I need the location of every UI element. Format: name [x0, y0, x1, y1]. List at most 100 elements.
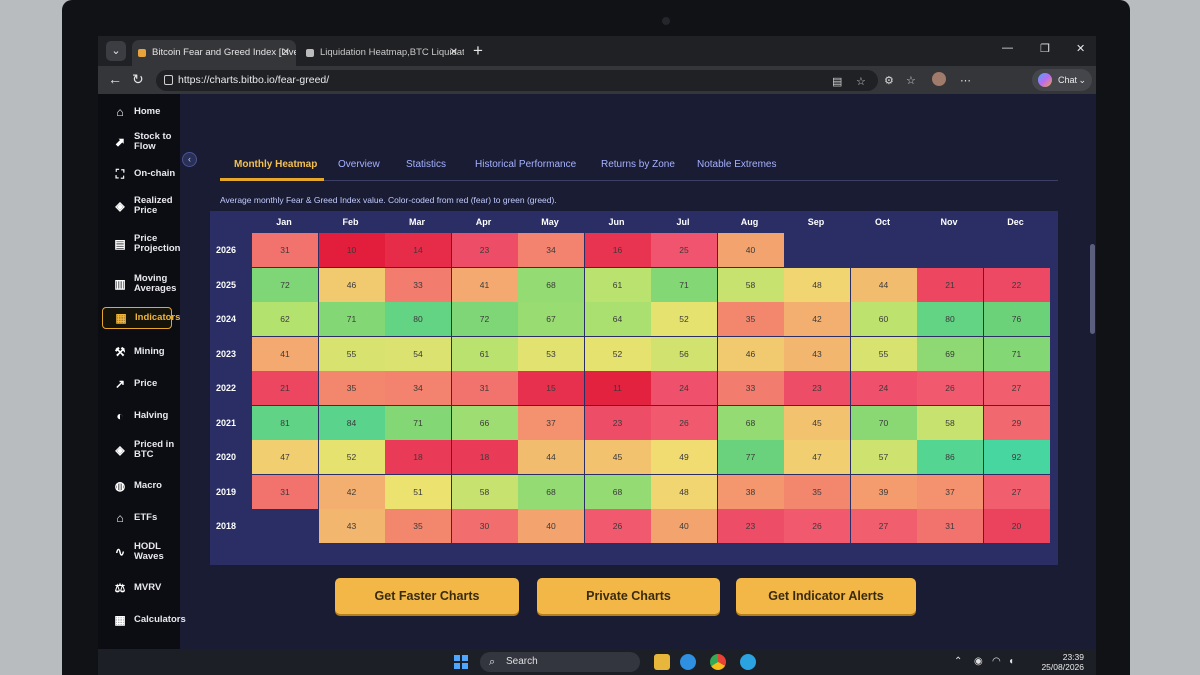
heatmap-cell[interactable]: 71 — [318, 302, 385, 336]
heatmap-cell[interactable]: 33 — [385, 267, 451, 302]
new-tab-icon[interactable]: + — [473, 41, 483, 60]
sidebar-item-stock-to-flow[interactable]: ⬈ Stock to Flow — [102, 132, 178, 152]
get-indicator-alerts-button[interactable]: Get Indicator Alerts — [736, 578, 916, 614]
tab-statistics[interactable]: Statistics — [406, 159, 447, 170]
heatmap-cell[interactable]: 21 — [252, 371, 318, 405]
heatmap-cell[interactable]: 58 — [717, 267, 784, 302]
chrome-icon[interactable] — [710, 654, 726, 670]
volume-icon[interactable]: ◖ — [1008, 656, 1015, 667]
minimize-icon[interactable]: — — [1002, 42, 1013, 54]
heatmap-cell[interactable]: 81 — [252, 405, 318, 440]
heatmap-cell[interactable]: 40 — [717, 233, 784, 267]
heatmap-cell[interactable]: 56 — [651, 336, 717, 371]
get-faster-charts-button[interactable]: Get Faster Charts — [335, 578, 519, 614]
sidebar-item-mining[interactable]: ⚒ Mining — [102, 344, 178, 360]
heatmap-cell[interactable]: 68 — [717, 405, 784, 440]
heatmap-cell[interactable]: 26 — [651, 405, 717, 440]
heatmap-cell[interactable]: 18 — [385, 440, 451, 474]
heatmap-cell[interactable]: 80 — [385, 302, 451, 336]
heatmap-cell[interactable]: 44 — [850, 267, 917, 302]
heatmap-cell[interactable]: 52 — [651, 302, 717, 336]
heatmap-cell[interactable]: 58 — [451, 474, 518, 509]
favorite-star-icon[interactable]: ☆ — [856, 76, 866, 88]
heatmap-cell[interactable]: 52 — [318, 440, 385, 474]
heatmap-cell[interactable]: 71 — [651, 267, 717, 302]
heatmap-cell[interactable]: 53 — [518, 336, 584, 371]
sidebar-item-macro[interactable]: ◍ Macro — [102, 478, 178, 494]
heatmap-cell[interactable]: 48 — [784, 267, 850, 302]
heatmap-cell[interactable]: 58 — [917, 405, 983, 440]
heatmap-cell[interactable]: 34 — [518, 233, 584, 267]
windows-start-icon[interactable] — [454, 655, 468, 669]
heatmap-cell[interactable]: 66 — [451, 405, 518, 440]
tab-returns-by-zone[interactable]: Returns by Zone — [601, 159, 675, 170]
heatmap-cell[interactable]: 35 — [318, 371, 385, 405]
heatmap-cell[interactable]: 72 — [252, 267, 318, 302]
edge-browser-icon[interactable] — [680, 654, 696, 670]
heatmap-cell[interactable]: 71 — [983, 336, 1050, 371]
heatmap-cell[interactable]: 52 — [584, 336, 651, 371]
show-hidden-icons-icon[interactable]: ⌃ — [954, 656, 963, 667]
browser-tab-active[interactable]: Bitcoin Fear and Greed Index [Live ✕ — [132, 40, 296, 66]
heatmap-cell[interactable]: 43 — [318, 509, 385, 543]
close-tab-icon[interactable]: ✕ — [281, 47, 290, 58]
telegram-icon[interactable] — [740, 654, 756, 670]
heatmap-cell[interactable]: 92 — [983, 440, 1050, 474]
heatmap-cell[interactable]: 21 — [917, 267, 983, 302]
heatmap-cell[interactable]: 35 — [784, 474, 850, 509]
heatmap-cell[interactable]: 42 — [318, 474, 385, 509]
heatmap-cell[interactable]: 60 — [850, 302, 917, 336]
heatmap-cell[interactable]: 29 — [983, 405, 1050, 440]
heatmap-cell[interactable]: 31 — [252, 474, 318, 509]
profile-avatar[interactable] — [932, 72, 946, 86]
heatmap-cell[interactable]: 76 — [983, 302, 1050, 336]
heatmap-cell[interactable]: 37 — [917, 474, 983, 509]
heatmap-cell[interactable]: 67 — [518, 302, 584, 336]
taskbar-search[interactable]: ⌕ Search — [480, 652, 640, 672]
heatmap-cell[interactable]: 35 — [385, 509, 451, 543]
heatmap-cell[interactable]: 37 — [518, 405, 584, 440]
tab-search-icon[interactable]: ⌄ — [106, 41, 126, 61]
sidebar-item-price[interactable]: ↗ Price — [102, 376, 178, 392]
heatmap-cell[interactable]: 30 — [451, 509, 518, 543]
extensions-icon[interactable]: ⚙ — [884, 75, 894, 87]
heatmap-cell[interactable]: 49 — [651, 440, 717, 474]
heatmap-cell[interactable]: 47 — [784, 440, 850, 474]
copilot-chat-button[interactable]: Chat ⌄ — [1032, 69, 1092, 91]
refresh-icon[interactable]: ↻ — [132, 71, 144, 87]
sidebar-item-mvrv[interactable]: ⚖ MVRV — [102, 580, 178, 596]
heatmap-cell[interactable]: 44 — [518, 440, 584, 474]
heatmap-cell[interactable]: 57 — [850, 440, 917, 474]
heatmap-cell[interactable]: 86 — [917, 440, 983, 474]
heatmap-cell[interactable]: 40 — [518, 509, 584, 543]
heatmap-cell[interactable]: 55 — [850, 336, 917, 371]
sidebar-item-halving[interactable]: ◐ Halving — [102, 408, 178, 424]
heatmap-cell[interactable]: 33 — [717, 371, 784, 405]
heatmap-cell[interactable]: 61 — [584, 267, 651, 302]
sidebar-item-etfs[interactable]: ⌂ ETFs — [102, 510, 178, 526]
heatmap-cell[interactable]: 26 — [784, 509, 850, 543]
sidebar-item-realized-price[interactable]: ◈ Realized Price — [102, 196, 178, 216]
heatmap-cell[interactable]: 35 — [717, 302, 784, 336]
heatmap-cell[interactable]: 27 — [983, 474, 1050, 509]
browser-tab-inactive[interactable]: Liquidation Heatmap,BTC Liquidat ✕ — [300, 40, 464, 66]
heatmap-cell[interactable]: 68 — [518, 474, 584, 509]
heatmap-cell[interactable]: 43 — [784, 336, 850, 371]
sidebar-item-on-chain[interactable]: ⛶ On-chain — [102, 166, 178, 182]
heatmap-cell[interactable]: 71 — [385, 405, 451, 440]
heatmap-cell[interactable]: 54 — [385, 336, 451, 371]
heatmap-cell[interactable]: 26 — [917, 371, 983, 405]
heatmap-cell[interactable]: 10 — [318, 233, 385, 267]
heatmap-cell[interactable]: 23 — [584, 405, 651, 440]
private-charts-button[interactable]: Private Charts — [537, 578, 720, 614]
heatmap-cell[interactable]: 41 — [451, 267, 518, 302]
heatmap-cell[interactable]: 72 — [451, 302, 518, 336]
tab-notable-extremes[interactable]: Notable Extremes — [697, 159, 777, 170]
heatmap-cell[interactable]: 68 — [518, 267, 584, 302]
sidebar-item-home[interactable]: ⌂ Home — [102, 104, 178, 120]
heatmap-cell[interactable]: 27 — [983, 371, 1050, 405]
heatmap-cell[interactable]: 11 — [584, 371, 651, 405]
sidebar-item-priced-in-btc[interactable]: ◈ Priced in BTC — [102, 440, 178, 460]
heatmap-cell[interactable]: 23 — [717, 509, 784, 543]
heatmap-cell[interactable]: 84 — [318, 405, 385, 440]
